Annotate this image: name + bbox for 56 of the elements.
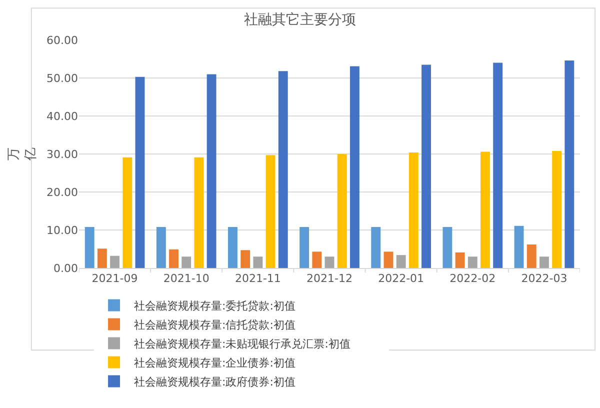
x-tick-label: 2022-03 <box>521 272 568 286</box>
bar <box>337 154 347 268</box>
x-tick-label: 2022-02 <box>450 272 496 286</box>
bar <box>552 150 562 268</box>
bar <box>110 256 120 268</box>
bar <box>300 226 310 268</box>
y-tick-label: 60.00 <box>46 34 78 47</box>
bar <box>312 252 322 268</box>
chart-title: 社融其它主要分项 <box>244 12 356 28</box>
bar <box>539 256 549 268</box>
y-tick-label: 40.00 <box>46 110 78 123</box>
x-tick-label: 2021-10 <box>163 272 210 286</box>
bar <box>514 226 524 268</box>
bar <box>240 250 250 268</box>
legend-label: 社会融资规模存量:未贴现银行承兑汇票:初值 <box>134 338 350 351</box>
bar <box>422 64 431 268</box>
x-tick-label: 2021-11 <box>234 272 281 286</box>
bar <box>206 74 216 268</box>
bar <box>442 226 452 268</box>
y-tick-label: 50.00 <box>46 72 78 85</box>
bar <box>122 157 132 268</box>
bar <box>169 249 178 268</box>
bar <box>228 226 238 268</box>
bar <box>156 226 166 268</box>
legend-label: 社会融资规模存量:政府债券:初值 <box>134 376 296 389</box>
y-axis-title: 万亿 <box>6 148 38 162</box>
bar <box>135 76 145 268</box>
bar <box>194 157 204 268</box>
bar <box>266 155 276 268</box>
bar <box>526 244 536 268</box>
bar <box>371 226 381 268</box>
x-tick-label: 2022-01 <box>378 272 424 286</box>
y-tick-label: 10.00 <box>46 224 78 237</box>
y-tick-label: 30.00 <box>46 148 78 161</box>
bar <box>493 62 503 268</box>
bar <box>396 255 406 268</box>
bar <box>564 60 574 268</box>
legend-label: 社会融资规模存量:委托贷款:初值 <box>134 300 296 313</box>
bar <box>84 226 94 268</box>
bar <box>408 152 418 268</box>
y-tick-label: 0.00 <box>54 262 78 275</box>
bar <box>97 248 107 268</box>
bar <box>182 256 192 268</box>
bar <box>350 66 360 268</box>
legend-label: 社会融资规模存量:企业债券:初值 <box>134 356 296 370</box>
x-tick-label: 2021-12 <box>306 272 352 286</box>
bar <box>278 71 288 268</box>
bar <box>384 252 394 268</box>
bar <box>455 252 465 268</box>
bar <box>324 256 334 268</box>
y-tick-label: 20.00 <box>46 186 78 199</box>
legend-label: 社会融资规模存量:信托贷款:初值 <box>134 318 296 332</box>
bar <box>480 152 490 268</box>
bar <box>253 256 263 268</box>
bar <box>468 256 478 268</box>
x-tick-label: 2021-09 <box>92 272 138 286</box>
